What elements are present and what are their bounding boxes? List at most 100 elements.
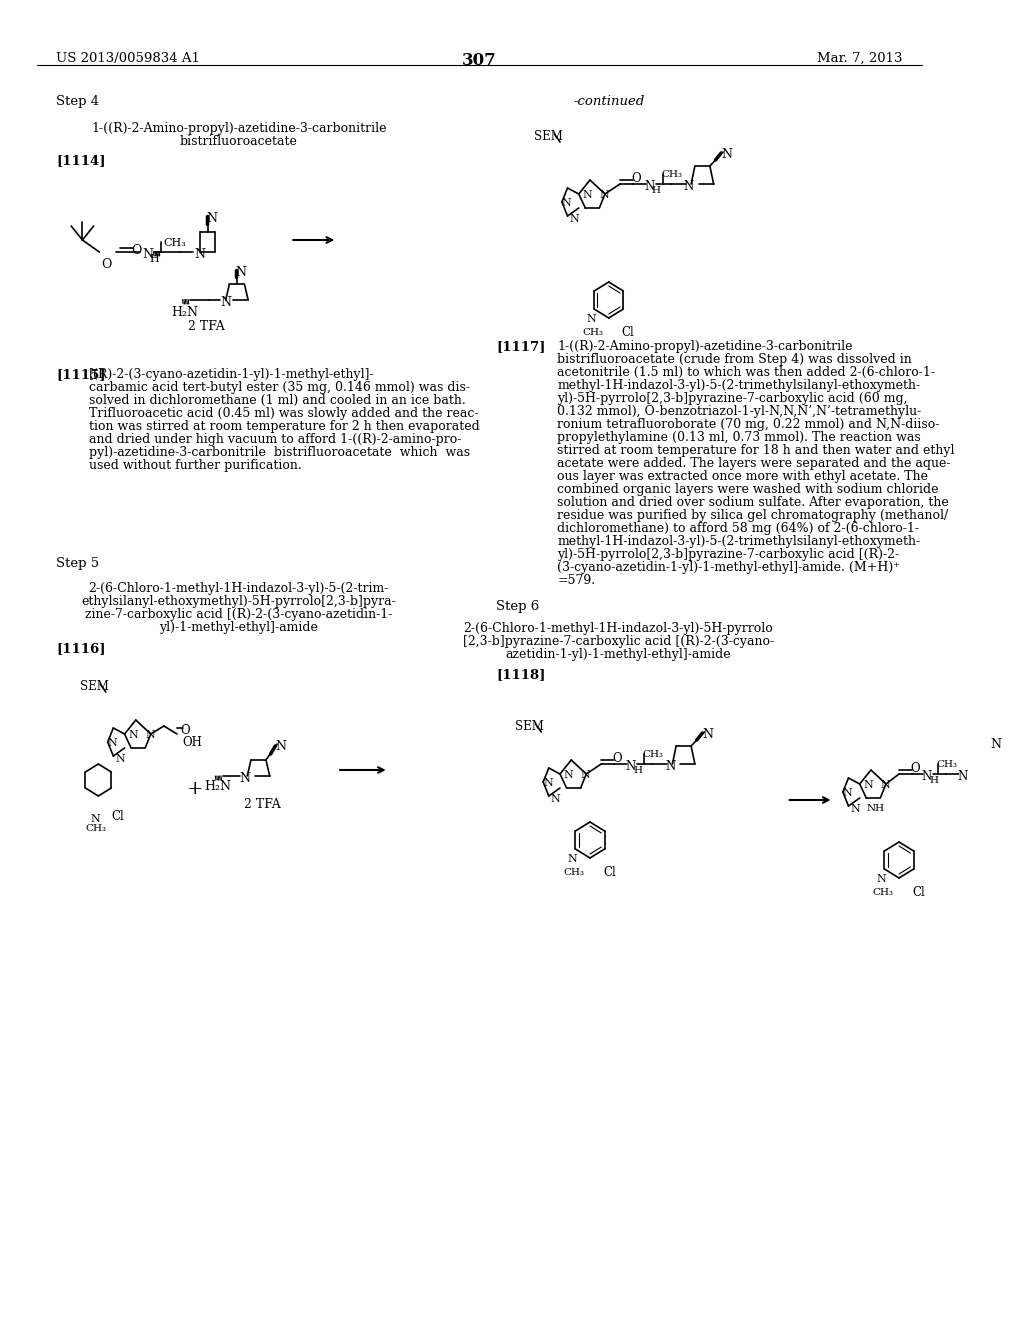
Text: N: N	[665, 760, 675, 774]
Text: Cl: Cl	[112, 810, 124, 822]
Text: tion was stirred at room temperature for 2 h then evaporated: tion was stirred at room temperature for…	[89, 420, 479, 433]
Text: (3-cyano-azetidin-1-yl)-1-methyl-ethyl]-amide. (M+H)⁺: (3-cyano-azetidin-1-yl)-1-methyl-ethyl]-…	[557, 561, 900, 574]
Text: N: N	[128, 730, 138, 741]
Text: N: N	[581, 770, 591, 780]
Text: CH₃: CH₃	[583, 327, 603, 337]
Text: [1118]: [1118]	[497, 668, 546, 681]
Text: acetate were added. The layers were separated and the aque-: acetate were added. The layers were sepa…	[557, 457, 950, 470]
Text: O: O	[631, 172, 641, 185]
Text: N: N	[957, 770, 968, 783]
Text: CH₃: CH₃	[85, 824, 106, 833]
Text: N: N	[91, 814, 100, 824]
Text: and dried under high vacuum to afford 1-((R)-2-amino-pro-: and dried under high vacuum to afford 1-…	[89, 433, 462, 446]
Text: Cl: Cl	[603, 866, 615, 879]
Text: N: N	[195, 248, 206, 261]
Text: H₂N: H₂N	[171, 306, 199, 319]
Text: N: N	[275, 741, 287, 752]
Text: propylethylamine (0.13 ml, 0.73 mmol). The reaction was: propylethylamine (0.13 ml, 0.73 mmol). T…	[557, 432, 921, 444]
Text: N: N	[922, 770, 932, 783]
Text: H: H	[652, 186, 660, 195]
Text: Cl: Cl	[622, 326, 635, 339]
Text: -continued: -continued	[573, 95, 644, 108]
Text: N: N	[877, 874, 887, 884]
Text: US 2013/0059834 A1: US 2013/0059834 A1	[56, 51, 200, 65]
Text: N: N	[220, 296, 231, 309]
Text: 1-((R)-2-Amino-propyl)-azetidine-3-carbonitrile: 1-((R)-2-Amino-propyl)-azetidine-3-carbo…	[557, 341, 853, 352]
Text: O: O	[101, 257, 112, 271]
Text: 1-((R)-2-Amino-propyl)-azetidine-3-carbonitrile: 1-((R)-2-Amino-propyl)-azetidine-3-carbo…	[91, 121, 386, 135]
Text: SEM: SEM	[80, 680, 109, 693]
Text: used without further purification.: used without further purification.	[89, 459, 302, 473]
Text: N: N	[587, 314, 596, 323]
Text: N: N	[108, 738, 118, 748]
Text: azetidin-1-yl)-1-methyl-ethyl]-amide: azetidin-1-yl)-1-methyl-ethyl]-amide	[505, 648, 731, 661]
Text: CH₃: CH₃	[163, 238, 185, 248]
Text: combined organic layers were washed with sodium chloride: combined organic layers were washed with…	[557, 483, 939, 496]
Text: O: O	[181, 723, 190, 737]
Text: H: H	[633, 766, 642, 775]
Text: 2-(6-Chloro-1-methyl-1H-indazol-3-yl)-5-(2-trim-: 2-(6-Chloro-1-methyl-1H-indazol-3-yl)-5-…	[89, 582, 389, 595]
Text: 307: 307	[462, 51, 497, 69]
Text: 2-(6-Chloro-1-methyl-1H-indazol-3-yl)-5H-pyrrolo: 2-(6-Chloro-1-methyl-1H-indazol-3-yl)-5H…	[463, 622, 773, 635]
Text: N: N	[145, 730, 155, 741]
Text: N: N	[843, 788, 853, 799]
Text: H: H	[150, 253, 160, 264]
Text: solved in dichloromethane (1 ml) and cooled in an ice bath.: solved in dichloromethane (1 ml) and coo…	[89, 393, 466, 407]
Text: CH₃: CH₃	[564, 869, 585, 876]
Text: Step 5: Step 5	[56, 557, 99, 570]
Text: 0.132 mmol), O-benzotriazol-1-yl-N,N,N’,N’-tetramethylu-: 0.132 mmol), O-benzotriazol-1-yl-N,N,N’,…	[557, 405, 922, 418]
Text: [(R)-2-(3-cyano-azetidin-1-yl)-1-methyl-ethyl]-: [(R)-2-(3-cyano-azetidin-1-yl)-1-methyl-…	[89, 368, 375, 381]
Text: N: N	[644, 180, 654, 193]
Text: H₂N: H₂N	[204, 780, 231, 793]
Text: methyl-1H-indazol-3-yl)-5-(2-trimethylsilanyl-ethoxymeth-: methyl-1H-indazol-3-yl)-5-(2-trimethylsi…	[557, 535, 921, 548]
Text: yl)-1-methyl-ethyl]-amide: yl)-1-methyl-ethyl]-amide	[160, 620, 318, 634]
Text: acetonitrile (1.5 ml) to which was then added 2-(6-chloro-1-: acetonitrile (1.5 ml) to which was then …	[557, 366, 935, 379]
Text: zine-7-carboxylic acid [(R)-2-(3-cyano-azetidin-1-: zine-7-carboxylic acid [(R)-2-(3-cyano-a…	[85, 609, 392, 620]
Text: N: N	[240, 772, 251, 785]
Text: N: N	[543, 777, 553, 788]
Text: [2,3-b]pyrazine-7-carboxylic acid [(R)-2-(3-cyano-: [2,3-b]pyrazine-7-carboxylic acid [(R)-2…	[463, 635, 774, 648]
Text: carbamic acid tert-butyl ester (35 mg, 0.146 mmol) was dis-: carbamic acid tert-butyl ester (35 mg, 0…	[89, 381, 470, 393]
Text: O: O	[612, 752, 623, 766]
Text: N: N	[206, 213, 217, 224]
Text: [1116]: [1116]	[56, 642, 105, 655]
Text: bistrifluoroacetate: bistrifluoroacetate	[180, 135, 298, 148]
Text: N: N	[721, 148, 732, 161]
Text: N: N	[551, 795, 560, 804]
Text: CH₃: CH₃	[662, 170, 682, 180]
Text: CH₃: CH₃	[937, 760, 957, 770]
Text: methyl-1H-indazol-3-yl)-5-(2-trimethylsilanyl-ethoxymeth-: methyl-1H-indazol-3-yl)-5-(2-trimethylsi…	[557, 379, 921, 392]
Text: N: N	[564, 770, 573, 780]
Text: ethylsilanyl-ethoxymethyl)-5H-pyrrolo[2,3-b]pyra-: ethylsilanyl-ethoxymethyl)-5H-pyrrolo[2,…	[82, 595, 396, 609]
Text: N: N	[850, 804, 860, 814]
Text: +: +	[187, 780, 204, 799]
Text: N: N	[583, 190, 592, 201]
Text: SEM: SEM	[515, 719, 544, 733]
Text: Mar. 7, 2013: Mar. 7, 2013	[817, 51, 903, 65]
Text: N: N	[236, 267, 246, 279]
Text: residue was purified by silica gel chromatography (methanol/: residue was purified by silica gel chrom…	[557, 510, 948, 521]
Text: N: N	[863, 780, 873, 789]
Text: N: N	[599, 190, 609, 201]
Text: N: N	[881, 780, 890, 789]
Text: solution and dried over sodium sulfate. After evaporation, the: solution and dried over sodium sulfate. …	[557, 496, 949, 510]
Text: Trifluoroacetic acid (0.45 ml) was slowly added and the reac-: Trifluoroacetic acid (0.45 ml) was slowl…	[89, 407, 478, 420]
Text: N: N	[115, 754, 125, 764]
Text: N: N	[567, 854, 578, 865]
Text: O: O	[131, 244, 141, 257]
Text: yl)-5H-pyrrolo[2,3-b]pyrazine-7-carboxylic acid [(R)-2-: yl)-5H-pyrrolo[2,3-b]pyrazine-7-carboxyl…	[557, 548, 899, 561]
Text: H: H	[929, 776, 938, 785]
Text: N: N	[569, 214, 580, 224]
Text: stirred at room temperature for 18 h and then water and ethyl: stirred at room temperature for 18 h and…	[557, 444, 954, 457]
Text: OH: OH	[182, 737, 203, 748]
Text: N: N	[684, 180, 694, 193]
Text: bistrifluoroacetate (crude from Step 4) was dissolved in: bistrifluoroacetate (crude from Step 4) …	[557, 352, 912, 366]
Text: N: N	[991, 738, 1001, 751]
Text: N: N	[626, 760, 636, 774]
Text: SEM: SEM	[534, 129, 562, 143]
Text: CH₃: CH₃	[642, 750, 664, 759]
Text: 2 TFA: 2 TFA	[187, 319, 224, 333]
Text: =579.: =579.	[557, 574, 595, 587]
Text: O: O	[910, 762, 920, 775]
Text: CH₃: CH₃	[872, 888, 894, 898]
